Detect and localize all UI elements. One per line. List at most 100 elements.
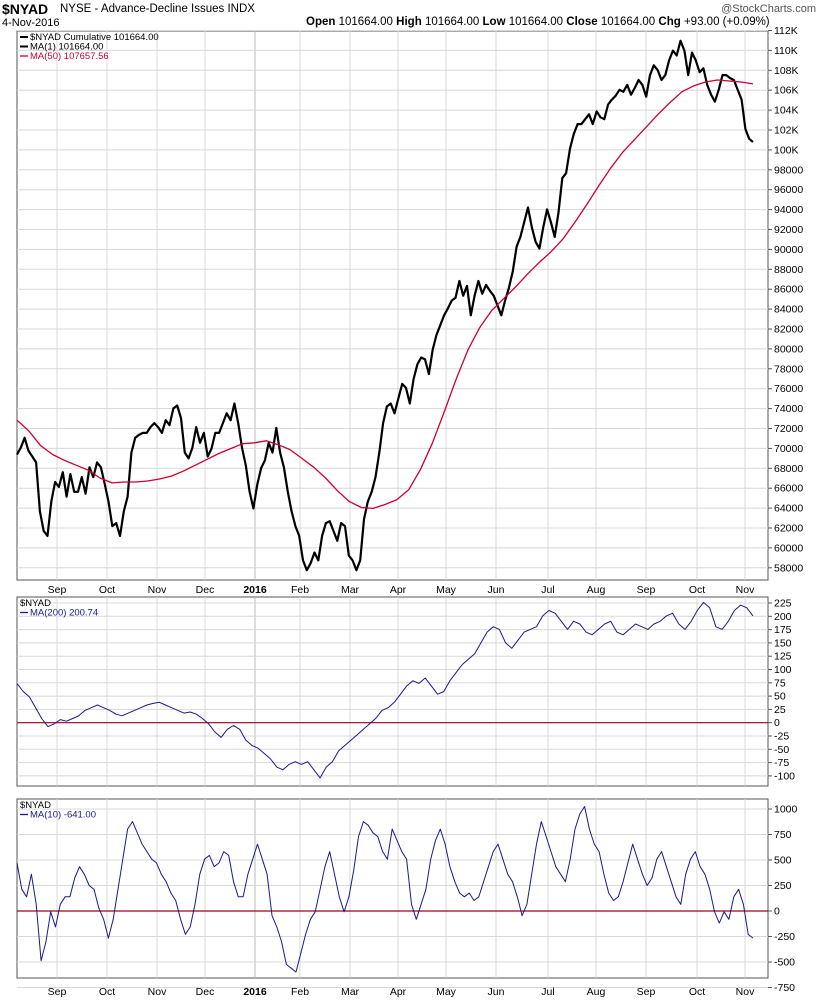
x-tick-label: Feb xyxy=(291,584,309,596)
panel-1-frame xyxy=(16,30,769,581)
y-tick-label: 74000 xyxy=(774,403,803,415)
series-line-ma-50- xyxy=(16,79,754,510)
y-tick-label: -100 xyxy=(774,770,795,782)
high-label: High xyxy=(396,16,422,28)
y-tick-label: 108K xyxy=(774,65,799,77)
y-tick-label: 0 xyxy=(774,906,780,918)
x-tick-label: Mar xyxy=(341,584,360,596)
x-tick-label: Sep xyxy=(637,584,656,596)
y-tick-label: 62000 xyxy=(774,523,803,535)
y-tick-label: 500 xyxy=(774,855,792,867)
y-tick-label: 88000 xyxy=(774,264,803,276)
y-tick-label: 106K xyxy=(774,85,799,97)
x-tick-label: May xyxy=(436,584,457,596)
watermark: @StockCharts.com xyxy=(721,3,816,15)
open-label: Open xyxy=(306,16,336,28)
y-tick-label: 96000 xyxy=(774,184,803,196)
y-tick-label: 175 xyxy=(774,624,792,636)
x-tick-label: Nov xyxy=(148,584,167,596)
symbol-title: $NYAD xyxy=(2,1,49,17)
x-tick-label: 2016 xyxy=(243,986,267,998)
x-tick-label: Apr xyxy=(390,584,407,596)
series-line-ma-200- xyxy=(16,601,754,779)
y-tick-label: 98000 xyxy=(774,164,803,176)
legend-entry: $NYAD xyxy=(20,800,51,811)
y-tick-label: 110K xyxy=(774,45,798,57)
y-tick-label: -250 xyxy=(774,931,795,943)
y-tick-label: -500 xyxy=(774,957,795,969)
y-tick-label: 25 xyxy=(774,704,786,716)
y-tick-label: 66000 xyxy=(774,483,803,495)
ohlc-readout: Open 101664.00 High 101664.00 Low 101664… xyxy=(306,16,770,28)
x-tick-label: Oct xyxy=(99,584,115,596)
x-tick-label: Nov xyxy=(736,986,755,998)
legend-entry: MA(1) 101664.00 xyxy=(30,42,103,53)
x-tick-label: Jul xyxy=(541,986,554,998)
x-tick-label: 2016 xyxy=(243,584,267,596)
series-line-ma-10- xyxy=(16,806,754,973)
y-tick-label: 78000 xyxy=(774,363,803,375)
y-tick-label: 86000 xyxy=(774,284,803,296)
x-tick-label: Nov xyxy=(148,986,167,998)
y-tick-label: -25 xyxy=(774,731,789,743)
y-tick-label: 92000 xyxy=(774,224,803,236)
y-tick-label: 100 xyxy=(774,664,792,676)
x-tick-label: Oct xyxy=(99,986,115,998)
y-tick-label: 0 xyxy=(774,717,780,729)
y-tick-label: 70000 xyxy=(774,443,803,455)
open-value: 101664.00 xyxy=(338,16,393,28)
x-tick-label: Oct xyxy=(689,986,705,998)
y-tick-label: 76000 xyxy=(774,383,803,395)
y-tick-label: 112K xyxy=(774,25,798,37)
chg-value: +93.00 (+0.09%) xyxy=(683,16,770,28)
x-tick-label: Mar xyxy=(341,986,360,998)
legend-entry: MA(10) -641.00 xyxy=(30,810,96,821)
x-tick-label: Sep xyxy=(637,986,656,998)
y-tick-label: 125 xyxy=(774,651,792,663)
x-tick-label: Aug xyxy=(587,584,606,596)
series-line--nyad-cumulative xyxy=(16,39,754,572)
legend-entry: $NYAD xyxy=(20,598,51,609)
x-tick-label: Aug xyxy=(587,986,606,998)
y-tick-label: 58000 xyxy=(774,562,803,574)
y-tick-label: 68000 xyxy=(774,463,803,475)
symbol-description: NYSE - Advance-Decline Issues INDX xyxy=(60,3,255,15)
x-tick-label: Nov xyxy=(736,584,755,596)
y-tick-label: 90000 xyxy=(774,244,803,256)
y-tick-label: 200 xyxy=(774,611,792,623)
low-value: 101664.00 xyxy=(508,16,564,28)
y-tick-label: -75 xyxy=(774,757,789,769)
close-value: 101664.00 xyxy=(600,16,656,28)
x-tick-label: Sep xyxy=(48,986,67,998)
y-tick-label: 64000 xyxy=(774,503,803,515)
y-tick-label: 102K xyxy=(774,125,799,137)
y-tick-label: -50 xyxy=(774,744,789,756)
x-tick-label: May xyxy=(436,986,457,998)
y-tick-label: 104K xyxy=(774,105,799,117)
high-value: 101664.00 xyxy=(424,16,480,28)
x-tick-label: Sep xyxy=(48,584,67,596)
legend-entry: MA(50) 107657.56 xyxy=(30,51,109,62)
x-tick-label: Apr xyxy=(390,986,407,998)
y-tick-label: 150 xyxy=(774,637,792,649)
x-tick-label: Jun xyxy=(488,584,505,596)
y-tick-label: 82000 xyxy=(774,324,803,336)
x-tick-label: Dec xyxy=(196,986,215,998)
x-tick-label: Jul xyxy=(541,584,554,596)
y-tick-label: 80000 xyxy=(774,343,803,355)
y-tick-label: 50 xyxy=(774,691,786,703)
legend-entry: MA(200) 200.74 xyxy=(30,608,98,619)
y-tick-label: 100K xyxy=(774,144,799,156)
y-tick-label: 75 xyxy=(774,677,786,689)
y-tick-label: 94000 xyxy=(774,204,803,216)
low-label: Low xyxy=(482,16,506,28)
y-tick-label: 72000 xyxy=(774,423,803,435)
y-tick-label: -750 xyxy=(774,982,795,994)
y-tick-label: 750 xyxy=(774,829,792,841)
legend-entry: $NYAD Cumulative 101664.00 xyxy=(30,32,159,43)
y-tick-label: 1000 xyxy=(774,804,798,816)
chg-label: Chg xyxy=(658,16,681,28)
panel-2-frame xyxy=(16,596,769,787)
x-tick-label: Feb xyxy=(291,986,309,998)
y-tick-label: 225 xyxy=(774,598,792,610)
